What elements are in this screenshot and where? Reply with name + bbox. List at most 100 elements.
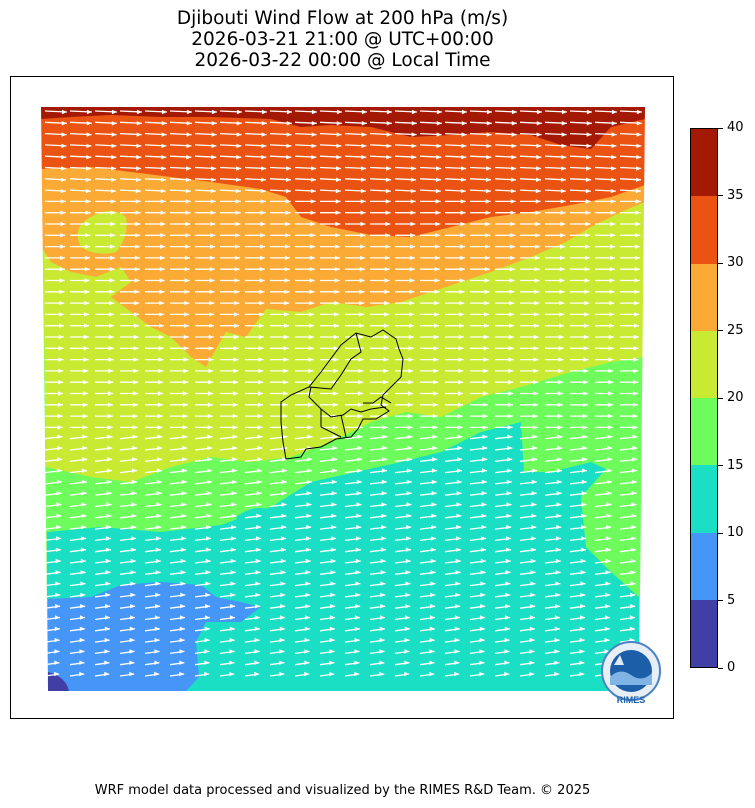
wind-arrow-head [506,491,512,496]
wind-arrow-head [506,479,512,485]
wind-arrow-head [79,626,85,631]
wind-arrow-head [234,300,240,306]
wind-arrow-head [433,346,439,351]
wind-arrow-head [429,637,435,643]
wind-arrow-head [535,199,541,204]
wind-arrow-head [206,479,212,485]
wind-arrow-head [79,660,85,665]
wind-arrow-head [84,323,90,328]
wind-arrow-head [454,649,460,654]
wind-arrow-head [360,244,366,249]
wind-arrow-head [207,413,213,419]
wind-arrow-head [133,346,139,351]
wind-arrow-head [54,626,60,631]
wind-arrow-head [285,188,291,194]
wind-arrow-head [311,155,317,160]
wind-arrow-head [80,581,86,586]
wind-arrow-head [256,524,262,530]
wind-arrow-head [283,380,289,385]
wind-arrow-head [79,671,85,677]
wind-arrow-head [356,468,362,473]
wind-arrow-head [404,671,410,677]
wind-arrow-head [182,425,188,430]
wind-arrow-head [180,581,186,586]
wind-arrow-head [284,267,290,272]
wind-arrow-head [182,434,188,439]
wind-arrow-head [608,391,614,396]
wind-arrow-head [511,177,517,182]
wind-arrow-head [529,671,535,677]
wind-arrow-head [183,334,189,340]
wind-arrow-head [54,649,60,654]
wind-arrow-head [561,155,567,160]
wind-arrow-head [86,177,92,182]
wind-arrow-head [135,233,141,238]
wind-arrow-head [183,346,189,351]
wind-arrow-head [280,558,286,564]
wind-arrow-head [386,143,392,149]
wind-arrow-head [579,637,585,643]
wind-arrow-head [335,188,341,194]
wind-arrow-head [261,155,267,160]
wind-arrow-head [532,413,538,419]
wind-arrow-head [336,143,342,149]
wind-arrow-head [586,177,592,182]
wind-arrow-head [331,502,337,507]
wind-arrow-head [557,413,563,419]
wind-arrow-head [582,402,588,407]
wind-arrow-head [455,592,461,598]
wind-arrow-head [355,547,361,552]
wind-arrow-head [385,221,391,227]
wind-arrow-head [430,592,436,598]
colorbar-tick [718,127,723,129]
wind-arrow-head [531,536,537,541]
wind-arrow-head [435,233,441,238]
wind-arrow-head [631,491,637,496]
wind-arrow-head [257,402,263,407]
wind-arrow-head [379,626,385,631]
wind-arrow-head [611,132,617,137]
wind-arrow-head [380,604,386,609]
band-30-35 [41,107,645,237]
wind-arrow-head [434,323,440,328]
wind-arrow-head [530,570,536,575]
wind-arrow-head [505,592,511,598]
wind-arrow-head [86,109,92,115]
djibouti-internal-border [308,332,392,438]
wind-arrow-head [211,132,217,137]
wind-arrow-head [481,524,487,530]
wind-arrow-head [260,244,266,249]
wind-arrow-head [506,468,512,473]
wind-arrow-head [536,166,542,171]
wind-arrow-head [584,255,590,261]
wind-arrow-head [505,570,511,575]
wind-arrow-head [109,300,115,306]
wind-arrow-head [156,524,162,530]
wind-arrow-head [629,626,635,631]
wind-arrow-head [558,380,564,385]
wind-arrow-head [381,491,387,496]
wind-arrow-head [479,626,485,631]
wind-arrow-head [556,524,562,530]
wind-arrow-head [81,479,87,485]
wind-arrow-head [286,177,292,182]
wind-arrow-head [154,626,160,631]
wind-arrow-head [229,671,235,677]
wind-arrow-head [281,524,287,530]
wind-arrow-head [561,177,567,182]
colorbar-segment [691,532,717,600]
wind-arrow-head [608,346,614,351]
wind-arrow-head [56,491,62,496]
wind-arrow-head [307,413,313,419]
wind-arrow-head [355,592,361,598]
wind-arrow-head [433,368,439,374]
wind-arrow-head [433,380,439,385]
wind-arrow-head [258,368,264,374]
wind-arrow-head [582,445,588,451]
wind-arrow-head [81,502,87,507]
wind-arrow-head [58,346,64,351]
wind-arrow-head [309,323,315,328]
wind-arrow-head [59,312,65,317]
wind-arrow-head [461,132,467,137]
wind-arrow-head [632,413,638,419]
